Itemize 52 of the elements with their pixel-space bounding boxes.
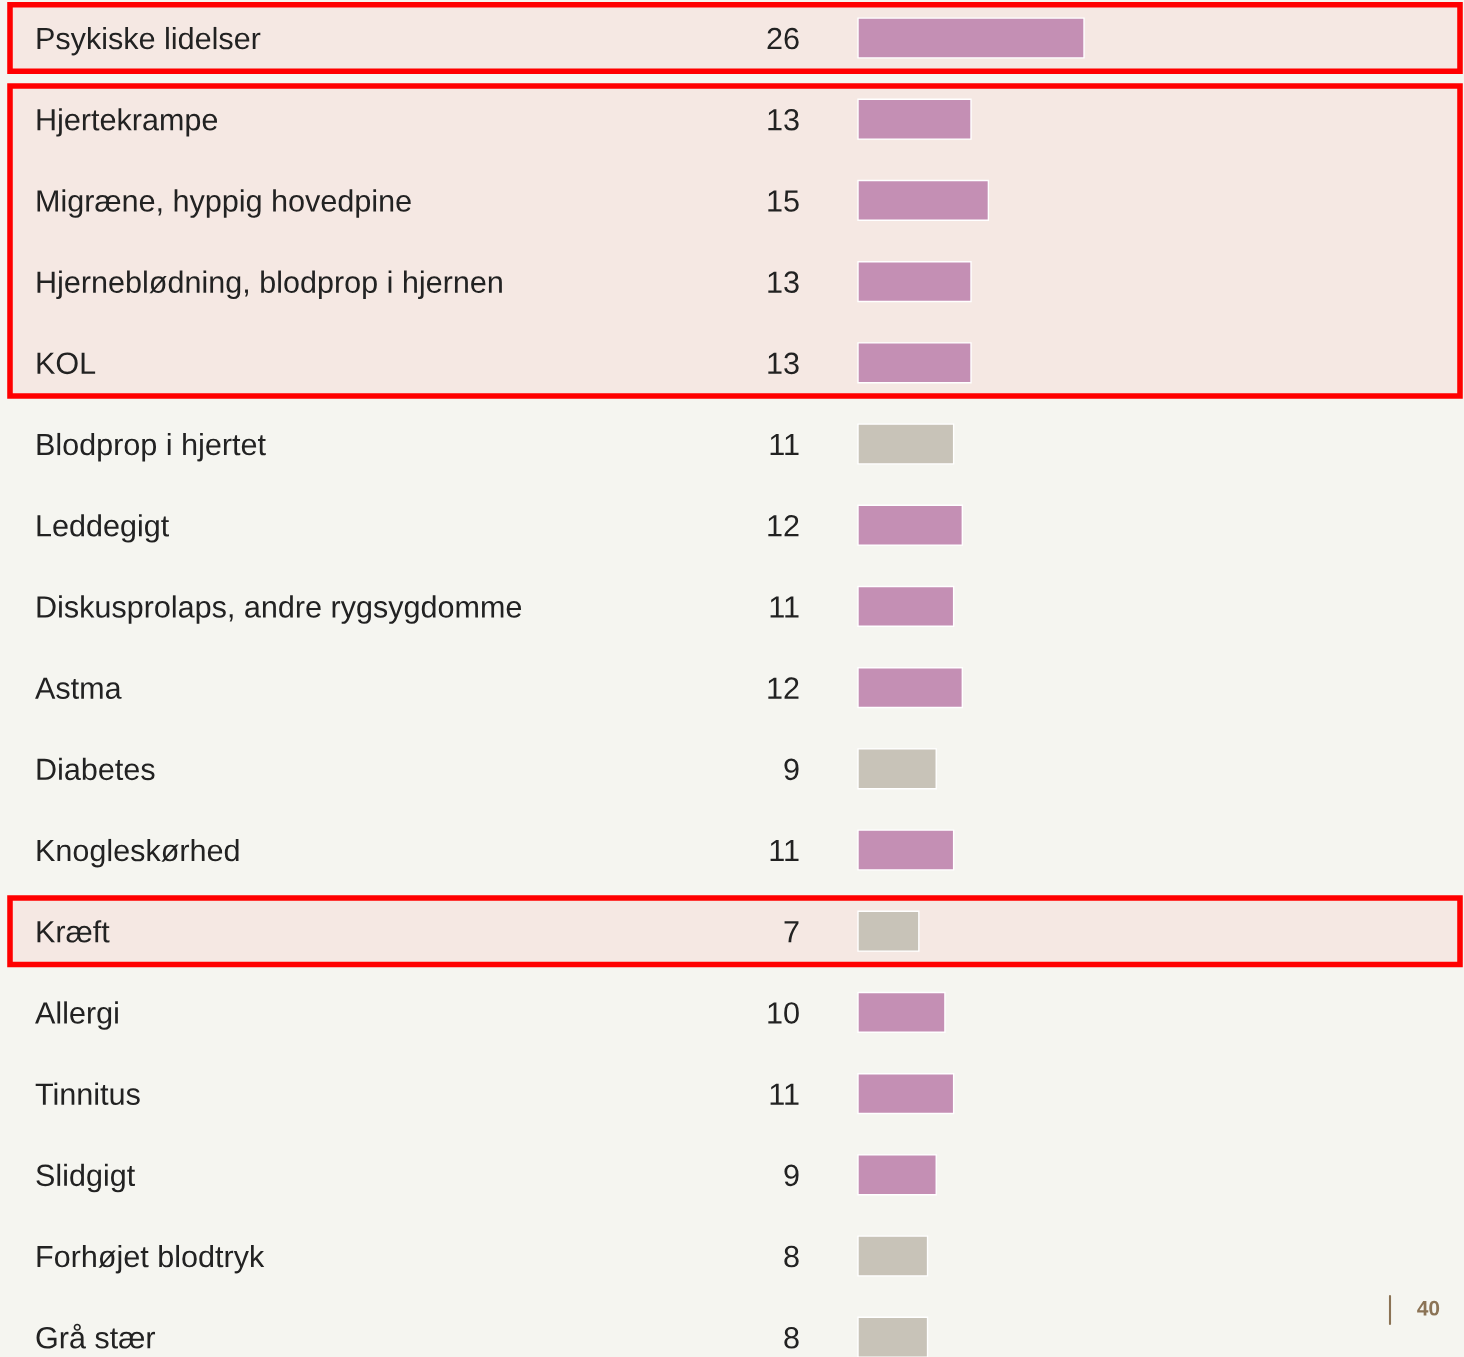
data-label: 10 (768, 1002, 799, 1024)
bar (857, 910, 920, 952)
bar (857, 261, 972, 303)
bar (857, 1154, 937, 1196)
data-label: 13 (768, 352, 799, 375)
y-tick-label: Hjertekrampe (37, 108, 218, 137)
bar (857, 1235, 929, 1277)
bar (857, 667, 964, 709)
y-tick-label: Blodprop i hjertet (37, 432, 266, 462)
y-tick-label: Diabetes (37, 757, 155, 781)
bar (857, 991, 946, 1033)
data-label: 12 (768, 514, 799, 537)
bar (857, 585, 955, 627)
data-label: 11 (770, 596, 799, 618)
y-tick-label: Hjerneblødning, blodprop i hjernen (37, 270, 502, 300)
data-label: 8 (784, 1245, 799, 1268)
data-label: 13 (768, 108, 799, 131)
data-label: 7 (784, 921, 799, 943)
y-tick-label: Migræne, hyppig hovedpine (37, 189, 411, 218)
data-label: 11 (770, 840, 799, 862)
y-tick-label: Forhøjet blodtryk (37, 1244, 265, 1274)
bar (857, 829, 955, 871)
data-label: 15 (768, 190, 799, 212)
y-tick-label: Allergi (35, 1001, 118, 1030)
data-label: 9 (784, 758, 799, 781)
bar (857, 504, 964, 546)
data-label: 11 (770, 434, 799, 456)
data-label: 8 (784, 1326, 799, 1349)
bar (857, 748, 937, 790)
y-tick-label: Diskusprolaps, andre rygsygdomme (37, 595, 522, 624)
text: 40 (1417, 1300, 1440, 1316)
bar (857, 179, 990, 221)
data-label: 26 (767, 27, 799, 50)
bar (857, 342, 972, 384)
y-tick-label: Knogleskørhed (37, 838, 239, 868)
y-tick-label: Psykiske lidelser (37, 26, 261, 56)
y-tick-label: KOL (37, 352, 96, 375)
data-label: 12 (768, 677, 799, 699)
bar (857, 17, 1085, 59)
y-tick-label: Slidgigt (36, 1163, 135, 1193)
y-tick-label: Astma (35, 677, 122, 699)
data-label: 13 (768, 271, 799, 293)
data-label: 11 (770, 1083, 799, 1105)
bar (857, 1316, 929, 1357)
y-tick-label: Grå stær (36, 1323, 156, 1349)
data-label: 9 (784, 1164, 799, 1187)
y-tick-label: Tinnitus (35, 1082, 140, 1105)
bar (857, 423, 955, 465)
y-tick-label: Leddegigt (37, 514, 170, 543)
bar (857, 1073, 955, 1115)
y-tick-label: Kræft (37, 920, 110, 943)
bar (857, 98, 972, 140)
